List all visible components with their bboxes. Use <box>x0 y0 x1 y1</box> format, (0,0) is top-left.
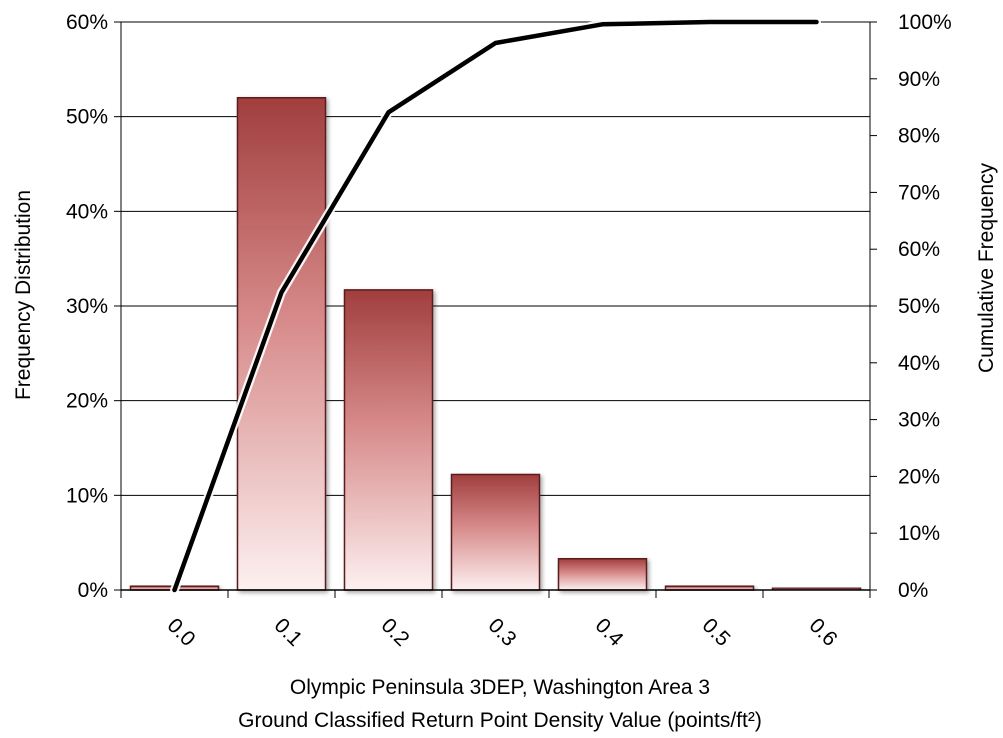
y-tick-label: 0% <box>78 579 108 602</box>
y2-tick-label: 0% <box>898 579 928 602</box>
y2-tick-label: 60% <box>898 238 940 261</box>
x-axis-title-line-2: Ground Classified Return Point Density V… <box>238 709 762 732</box>
x-axis-tick-labels: 0.0 0.1 0.2 0.3 0.4 0.5 0.6 <box>163 614 842 651</box>
x-tick-label: 0.1 <box>270 614 307 651</box>
y2-tick-label: 10% <box>898 522 940 545</box>
y-tick-label: 40% <box>66 200 108 223</box>
y-tick-label: 60% <box>66 11 108 34</box>
bar <box>343 289 434 591</box>
axes <box>114 21 877 598</box>
y-tick-label: 50% <box>66 106 108 129</box>
y2-tick-label: 100% <box>898 11 952 34</box>
y2-tick-label: 30% <box>898 409 940 432</box>
bar <box>450 473 541 591</box>
cumulative-line <box>172 19 819 593</box>
x-tick-label: 0.5 <box>698 614 735 651</box>
y2-tick-label: 50% <box>898 295 940 318</box>
y2-tick-label: 40% <box>898 352 940 375</box>
x-tick-label: 0.3 <box>484 614 521 651</box>
x-tick-label: 0.4 <box>591 614 628 651</box>
y-axis-title: Frequency Distribution <box>12 190 35 400</box>
bar-series <box>129 96 862 591</box>
y2-tick-label: 20% <box>898 465 940 488</box>
x-tick-label: 0.6 <box>805 614 842 651</box>
bar <box>236 96 327 591</box>
bar <box>557 558 648 591</box>
x-tick-label: 0.0 <box>163 614 200 651</box>
x-tick-label: 0.2 <box>377 614 414 651</box>
right-axis-tick-labels: 0% 10% 20% 30% 40% 50% 60% 70% 80% 90% 100% <box>898 11 952 602</box>
y-tick-label: 10% <box>66 484 108 507</box>
y-tick-label: 20% <box>66 390 108 413</box>
y-tick-label: 30% <box>66 295 108 318</box>
y2-tick-label: 70% <box>898 181 940 204</box>
left-axis-tick-labels: 0% 10% 20% 30% 40% 50% 60% <box>66 11 108 602</box>
y2-axis-title: Cumulative Frequency <box>975 162 998 373</box>
y2-tick-label: 90% <box>898 68 940 91</box>
x-axis-title-line-1: Olympic Peninsula 3DEP, Washington Area … <box>290 676 710 699</box>
cumulative-line-series <box>170 17 821 595</box>
y2-tick-label: 80% <box>898 125 940 148</box>
